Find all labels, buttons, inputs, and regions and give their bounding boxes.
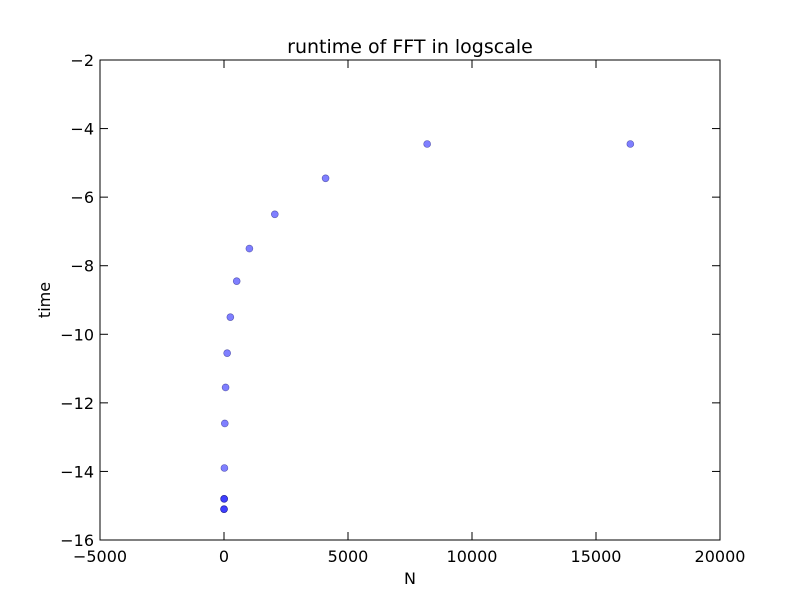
y-axis-ticks: −16 −14 −12 −10 −8 −6 −4 −2: [60, 51, 720, 550]
data-point: [221, 383, 230, 392]
data-point: [626, 140, 635, 148]
data-point: [232, 277, 241, 285]
x-axis-ticks: −5000 0 5000 10000 15000 20000: [73, 60, 746, 566]
x-tick-label: 20000: [695, 547, 746, 566]
x-tick-label: 0: [219, 547, 229, 566]
y-tick-label: −14: [60, 462, 94, 481]
data-point: [220, 464, 229, 472]
data-point: [245, 244, 254, 253]
data-point: [220, 495, 228, 503]
y-tick-label: −4: [70, 120, 94, 139]
x-tick-label: 15000: [571, 547, 622, 566]
plot-frame: [99, 59, 721, 541]
data-point: [321, 174, 330, 183]
data-point: [223, 349, 231, 357]
data-point: [226, 313, 235, 321]
y-tick-label: −6: [70, 188, 94, 207]
data-points-layer: [220, 140, 635, 513]
x-tick-label: 10000: [447, 547, 498, 566]
x-tick-label: −5000: [73, 547, 127, 566]
data-point: [423, 140, 431, 148]
data-point: [220, 505, 228, 513]
data-point: [220, 419, 229, 428]
y-tick-label: −2: [70, 51, 94, 70]
data-point: [270, 210, 279, 219]
y-tick-label: −12: [60, 394, 94, 413]
chart-title: runtime of FFT in logscale: [287, 36, 533, 58]
y-tick-label: −8: [70, 257, 94, 276]
y-tick-label: −16: [60, 531, 94, 550]
y-axis-label: time: [35, 282, 54, 318]
x-tick-label: 5000: [328, 547, 369, 566]
y-tick-label: −10: [60, 325, 94, 344]
x-axis-label: N: [404, 569, 416, 588]
